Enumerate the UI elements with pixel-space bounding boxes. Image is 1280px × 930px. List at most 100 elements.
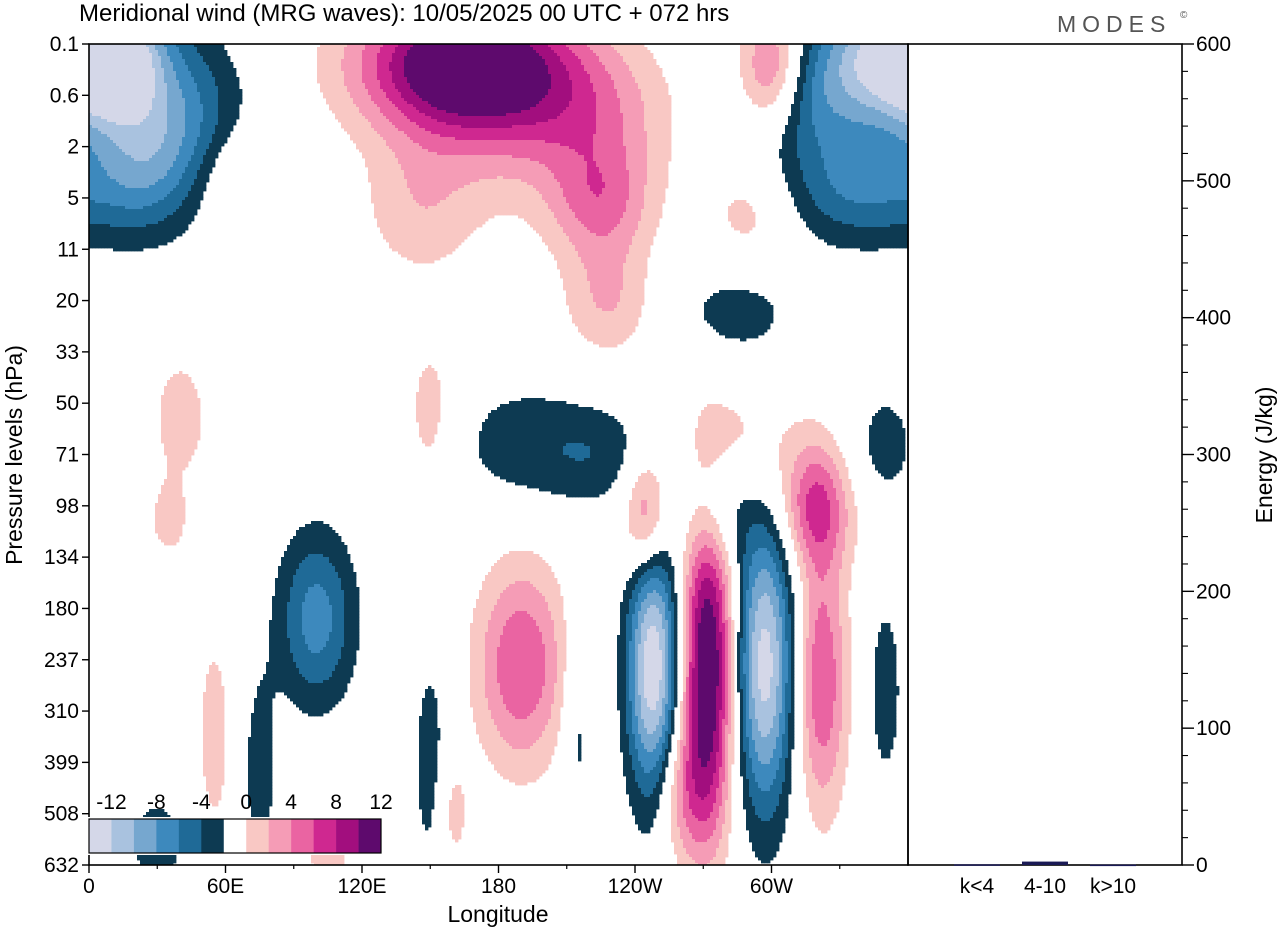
wind-cell	[863, 77, 866, 80]
wind-cell	[470, 53, 473, 56]
wind-cell	[650, 68, 653, 71]
wind-cell	[494, 56, 497, 59]
wind-cell	[818, 71, 821, 74]
wind-cell	[473, 80, 476, 83]
wind-cell	[650, 95, 653, 98]
wind-cell	[899, 95, 902, 98]
wind-cell	[623, 107, 626, 110]
wind-cell	[188, 95, 191, 98]
wind-cell	[818, 50, 821, 53]
wind-cell	[890, 62, 893, 65]
wind-cell	[800, 71, 803, 74]
wind-cell	[155, 107, 158, 110]
wind-cell	[560, 65, 563, 68]
wind-cell	[743, 68, 746, 71]
wind-cell	[407, 83, 410, 86]
wind-cell	[119, 77, 122, 80]
wind-cell	[752, 50, 755, 53]
wind-cell	[239, 89, 242, 92]
wind-cell	[644, 95, 647, 98]
wind-cell	[614, 95, 617, 98]
wind-cell	[155, 110, 158, 113]
wind-cell	[494, 104, 497, 107]
wind-cell	[179, 71, 182, 74]
wind-cell	[884, 80, 887, 83]
wind-cell	[365, 92, 368, 95]
wind-cell	[857, 62, 860, 65]
wind-cell	[614, 110, 617, 113]
wind-cell	[431, 83, 434, 86]
wind-cell	[482, 110, 485, 113]
wind-cell	[128, 104, 131, 107]
wind-cell	[149, 62, 152, 65]
wind-cell	[665, 92, 668, 95]
wind-cell	[164, 86, 167, 89]
wind-cell	[800, 98, 803, 101]
wind-cell	[176, 68, 179, 71]
wind-cell	[422, 59, 425, 62]
wind-cell	[110, 77, 113, 80]
wind-cell	[371, 92, 374, 95]
wind-cell	[107, 62, 110, 65]
wind-cell	[446, 80, 449, 83]
wind-cell	[401, 113, 404, 116]
wind-cell	[200, 86, 203, 89]
wind-cell	[665, 95, 668, 98]
wind-cell	[227, 107, 230, 110]
wind-cell	[836, 62, 839, 65]
wind-cell	[626, 65, 629, 68]
wind-cell	[806, 68, 809, 71]
wind-cell	[566, 101, 569, 104]
wind-cell	[617, 107, 620, 110]
wind-cell	[95, 95, 98, 98]
wind-cell	[377, 59, 380, 62]
wind-cell	[557, 95, 560, 98]
wind-cell	[377, 56, 380, 59]
wind-cell	[848, 80, 851, 83]
wind-cell	[614, 53, 617, 56]
wind-cell	[476, 62, 479, 65]
wind-cell	[797, 101, 800, 104]
wind-cell	[353, 113, 356, 116]
wind-cell	[515, 50, 518, 53]
wind-cell	[848, 89, 851, 92]
wind-cell	[818, 80, 821, 83]
wind-cell	[830, 110, 833, 113]
wind-cell	[809, 92, 812, 95]
wind-cell	[755, 74, 758, 77]
wind-cell	[443, 80, 446, 83]
wind-cell	[536, 80, 539, 83]
wind-cell	[440, 68, 443, 71]
wind-cell	[752, 68, 755, 71]
wind-cell	[206, 53, 209, 56]
wind-cell	[545, 95, 548, 98]
wind-cell	[662, 104, 665, 107]
wind-cell	[635, 98, 638, 101]
wind-cell	[578, 98, 581, 101]
wind-cell	[497, 107, 500, 110]
wind-cell	[857, 83, 860, 86]
wind-cell	[329, 77, 332, 80]
wind-cell	[428, 71, 431, 74]
wind-cell	[752, 59, 755, 62]
wind-cell	[611, 74, 614, 77]
wind-cell	[374, 110, 377, 113]
wind-cell	[413, 77, 416, 80]
wind-cell	[860, 110, 863, 113]
wind-cell	[902, 50, 905, 53]
wind-cell	[893, 104, 896, 107]
wind-cell	[419, 95, 422, 98]
wind-cell	[881, 47, 884, 50]
wind-cell	[344, 101, 347, 104]
wind-cell	[893, 110, 896, 113]
wind-cell	[653, 110, 656, 113]
wind-cell	[845, 65, 848, 68]
wind-cell	[437, 77, 440, 80]
wind-cell	[152, 59, 155, 62]
wind-cell	[410, 110, 413, 113]
wind-cell	[839, 53, 842, 56]
wind-cell	[176, 77, 179, 80]
wind-cell	[452, 113, 455, 116]
wind-cell	[389, 62, 392, 65]
wind-cell	[818, 104, 821, 107]
